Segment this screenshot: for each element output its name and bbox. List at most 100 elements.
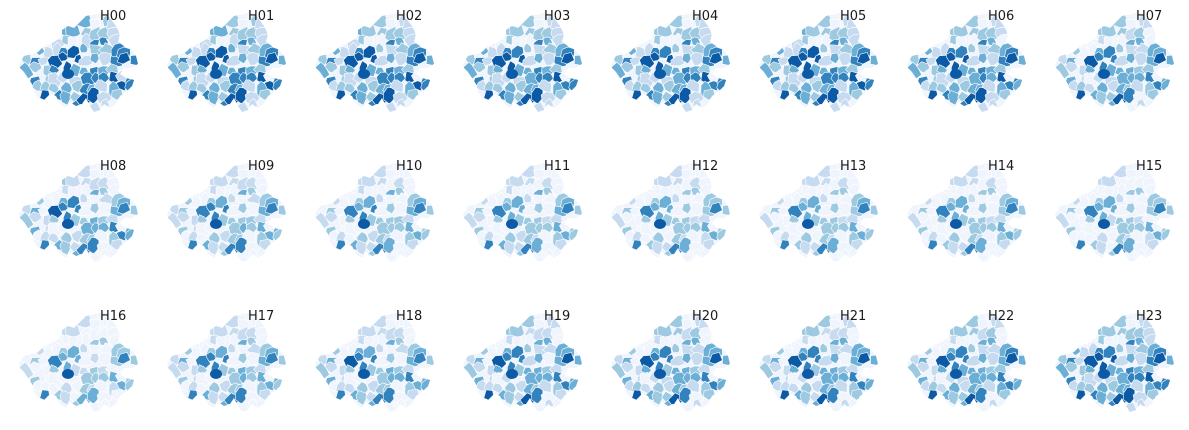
district-polygon — [681, 352, 692, 365]
central-district — [210, 369, 222, 379]
district-polygon — [503, 90, 516, 106]
district-polygon — [214, 44, 229, 59]
central-district — [654, 69, 666, 79]
district-polygon — [503, 240, 516, 256]
district-polygon — [542, 351, 556, 366]
central-district — [358, 219, 370, 229]
district-polygon — [1095, 90, 1108, 106]
central-district — [358, 69, 370, 79]
district-polygon — [819, 342, 829, 354]
district-polygon — [1004, 51, 1019, 65]
district-polygon — [523, 342, 533, 354]
central-district — [950, 369, 962, 379]
district-polygon — [333, 206, 346, 217]
district-polygon — [945, 201, 957, 212]
district-polygon — [838, 351, 852, 366]
hour-label: H08 — [100, 159, 127, 174]
district-polygon — [98, 201, 112, 216]
district-polygon — [1166, 354, 1174, 366]
district-polygon — [66, 194, 81, 209]
district-polygon — [37, 56, 50, 67]
district-polygon — [481, 356, 494, 367]
district-polygon — [629, 206, 642, 217]
district-polygon — [394, 351, 408, 366]
choropleth-map — [167, 12, 286, 112]
district-polygon — [870, 354, 878, 366]
district-polygon — [66, 44, 81, 59]
district-polygon — [205, 201, 217, 212]
hour-label: H18 — [396, 309, 423, 324]
central-district — [1098, 369, 1110, 379]
district-polygon — [353, 351, 365, 362]
choropleth-map — [759, 12, 878, 112]
map-panel: H16 — [14, 310, 154, 420]
district-polygon — [89, 352, 100, 365]
district-polygon — [237, 202, 248, 215]
district-polygon — [708, 351, 723, 365]
district-polygon — [819, 42, 829, 54]
central-district — [802, 369, 814, 379]
choropleth-map — [907, 12, 1026, 112]
choropleth-map — [611, 12, 730, 112]
hour-label: H10 — [396, 159, 423, 174]
map-panel: H12 — [606, 160, 746, 270]
map-panel: H00 — [14, 10, 154, 120]
central-district — [802, 69, 814, 79]
district-polygon — [116, 51, 131, 65]
district-polygon — [37, 206, 50, 217]
district-polygon — [278, 204, 286, 216]
central-district — [62, 369, 74, 379]
hour-label: H06 — [988, 9, 1015, 24]
district-polygon — [79, 42, 89, 54]
choropleth-map — [1055, 312, 1174, 412]
district-polygon — [1115, 42, 1125, 54]
choropleth-map — [1055, 162, 1174, 262]
district-polygon — [362, 194, 377, 209]
district-polygon — [394, 51, 408, 66]
district-polygon — [353, 201, 365, 212]
district-polygon — [651, 240, 664, 256]
hour-label: H17 — [248, 309, 275, 324]
choropleth-map — [907, 162, 1026, 262]
district-polygon — [681, 202, 692, 215]
map-panel: H14 — [902, 160, 1042, 270]
district-polygon — [503, 390, 516, 406]
district-polygon — [670, 54, 686, 67]
choropleth-map — [611, 162, 730, 262]
district-polygon — [78, 354, 94, 367]
map-panel: H08 — [14, 160, 154, 270]
district-polygon — [671, 192, 681, 204]
district-polygon — [1018, 54, 1026, 66]
district-polygon — [947, 390, 960, 406]
district-polygon — [533, 202, 544, 215]
district-polygon — [797, 201, 809, 212]
district-polygon — [246, 351, 260, 366]
hour-label: H23 — [1136, 309, 1163, 324]
map-panel: H19 — [458, 310, 598, 420]
district-polygon — [925, 356, 938, 367]
district-polygon — [560, 201, 575, 215]
district-polygon — [355, 390, 368, 406]
district-polygon — [501, 201, 513, 212]
map-panel: H23 — [1050, 310, 1189, 420]
district-polygon — [426, 354, 434, 366]
map-panel: H18 — [310, 310, 450, 420]
district-polygon — [237, 352, 248, 365]
district-polygon — [523, 192, 533, 204]
district-polygon — [954, 344, 969, 359]
district-polygon — [362, 344, 377, 359]
district-polygon — [375, 192, 385, 204]
district-polygon — [1102, 44, 1117, 59]
central-district — [506, 369, 518, 379]
choropleth-map — [315, 312, 434, 412]
district-polygon — [522, 54, 538, 67]
district-polygon — [799, 240, 812, 256]
choropleth-map — [759, 312, 878, 412]
hour-label: H04 — [692, 9, 719, 24]
hour-label: H11 — [544, 159, 571, 174]
district-polygon — [116, 201, 131, 215]
district-polygon — [966, 204, 982, 217]
district-polygon — [523, 42, 533, 54]
district-polygon — [1152, 351, 1167, 365]
district-polygon — [670, 354, 686, 367]
